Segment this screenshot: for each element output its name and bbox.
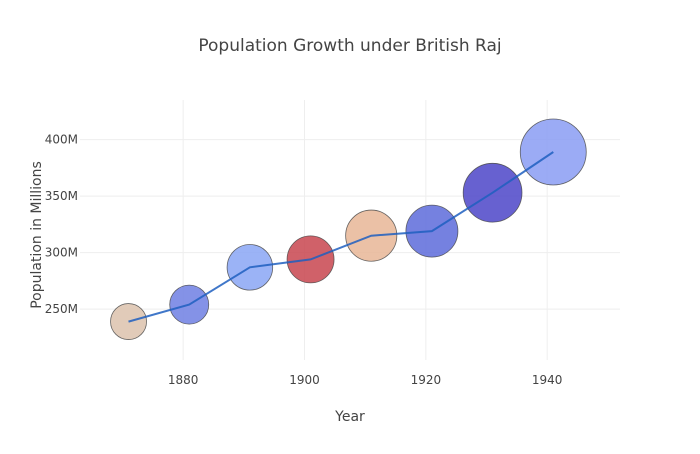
y-axis-ticks: 250M 300M 350M 400M: [45, 133, 78, 317]
y-tick-label: 400M: [45, 133, 78, 147]
x-tick-label: 1900: [289, 373, 320, 387]
x-axis-title: Year: [334, 409, 365, 425]
y-tick-label: 250M: [45, 302, 78, 316]
x-tick-label: 1880: [168, 373, 199, 387]
x-tick-label: 1940: [532, 373, 563, 387]
x-axis-ticks: 1880 1900 1920 1940: [168, 373, 563, 387]
y-tick-label: 300M: [45, 246, 78, 260]
y-tick-label: 350M: [45, 189, 78, 203]
y-axis-title: Population in Millions: [29, 161, 45, 309]
chart-title: Population Growth under British Raj: [198, 36, 501, 56]
x-tick-label: 1920: [411, 373, 442, 387]
series-line: [128, 151, 554, 323]
series-line-layer: [128, 151, 554, 323]
